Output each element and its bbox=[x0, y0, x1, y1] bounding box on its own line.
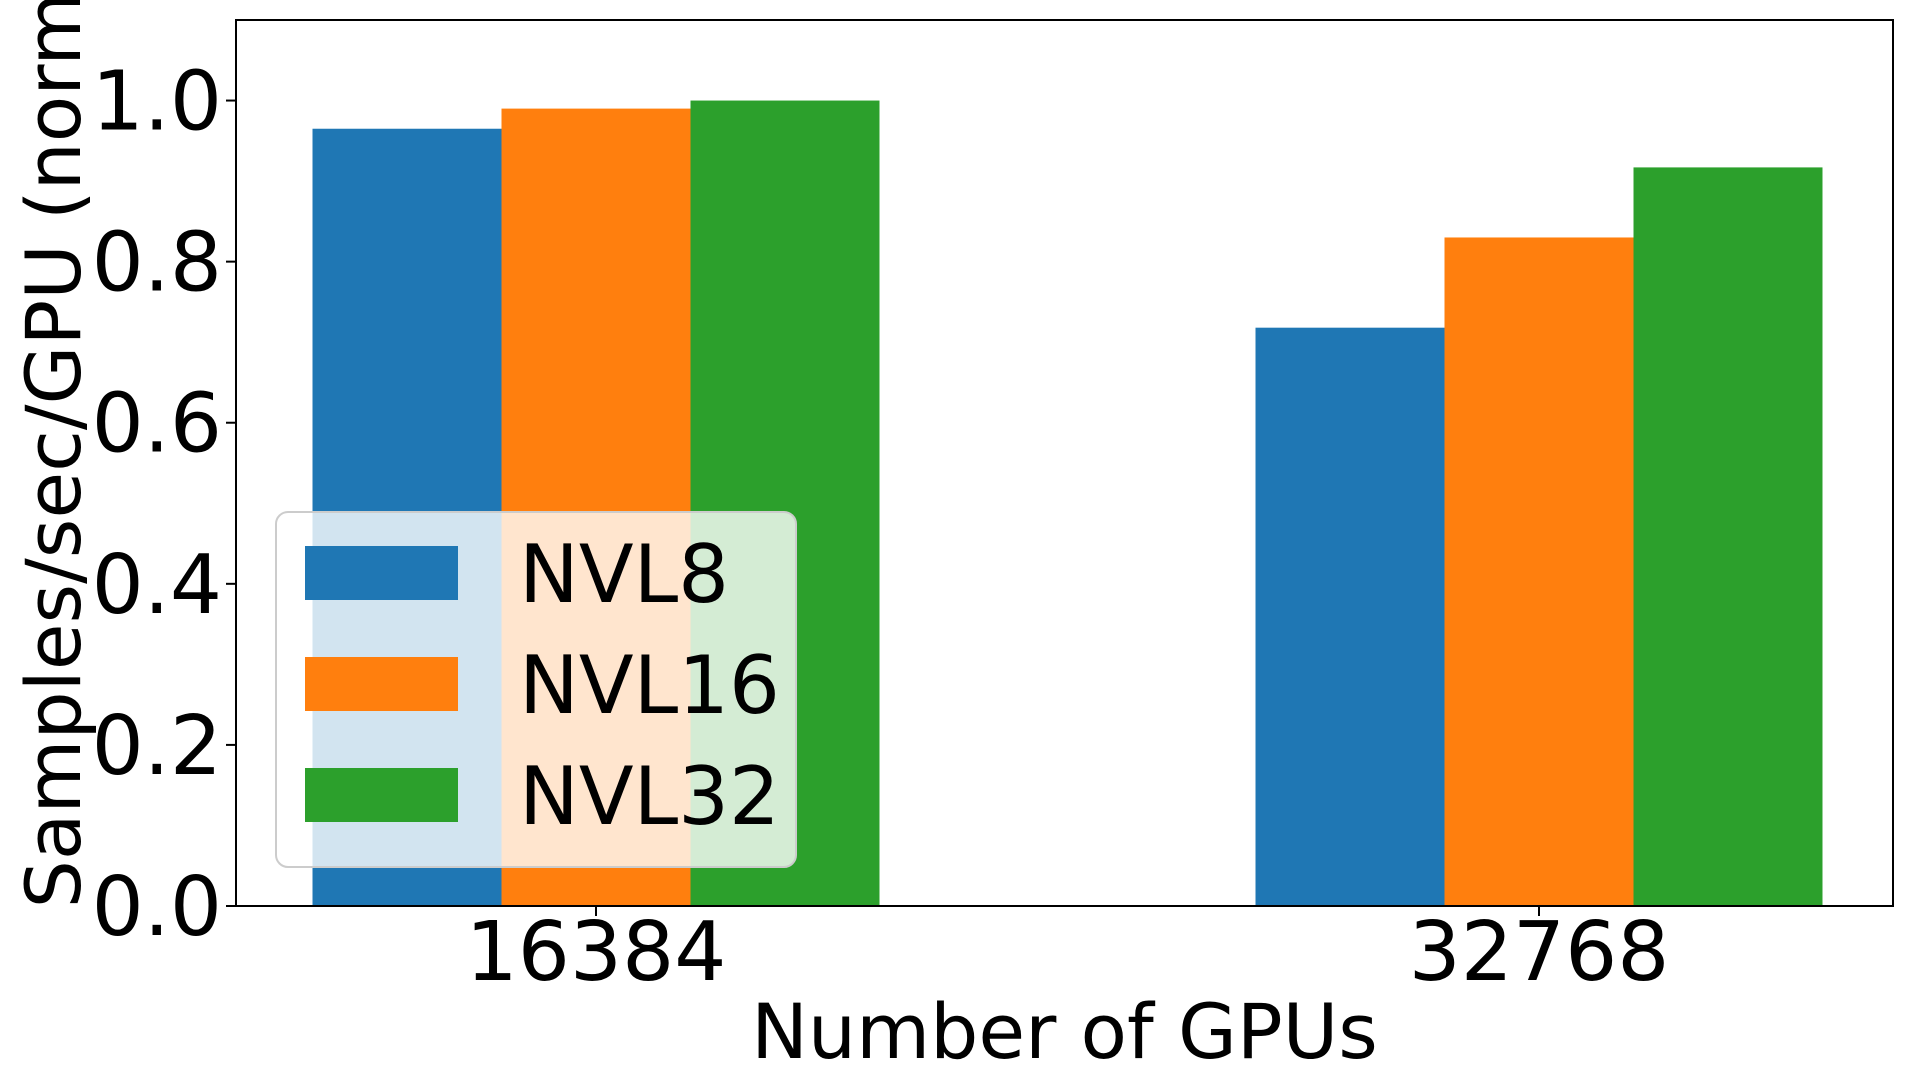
y-tick-label: 0.2 bbox=[92, 699, 222, 794]
x-tick-label: 32768 bbox=[1409, 905, 1670, 1000]
legend-label-nvl16: NVL16 bbox=[519, 639, 780, 732]
legend-swatch-nvl32 bbox=[305, 768, 458, 822]
legend-label-nvl8: NVL8 bbox=[519, 528, 729, 621]
bar-nvl16-32768 bbox=[1444, 237, 1634, 907]
x-axis-title: Number of GPUs bbox=[751, 987, 1378, 1076]
y-tick-label: 0.6 bbox=[92, 377, 222, 472]
plot-frame bbox=[235, 19, 1894, 907]
y-axis: 0.0 0.2 0.4 0.6 0.8 1.0 bbox=[92, 55, 236, 955]
y-tick-label: 0.4 bbox=[92, 538, 222, 633]
legend-label-nvl32: NVL32 bbox=[519, 750, 780, 843]
x-tick-label: 16384 bbox=[466, 905, 727, 1000]
y-axis-title: Samples/sec/GPU (norm. bbox=[9, 0, 98, 908]
x-axis: 16384 32768 bbox=[466, 905, 1670, 1000]
legend: NVL8 NVL16 NVL32 bbox=[275, 511, 797, 868]
y-tick-label: 1.0 bbox=[92, 55, 222, 150]
bar-nvl32-32768 bbox=[1633, 167, 1823, 906]
legend-swatch-nvl8 bbox=[305, 546, 458, 600]
y-tick-label: 0.0 bbox=[92, 860, 222, 955]
y-tick-label: 0.8 bbox=[92, 216, 222, 311]
bar-nvl8-32768 bbox=[1255, 327, 1445, 907]
legend-swatch-nvl16 bbox=[305, 657, 458, 711]
